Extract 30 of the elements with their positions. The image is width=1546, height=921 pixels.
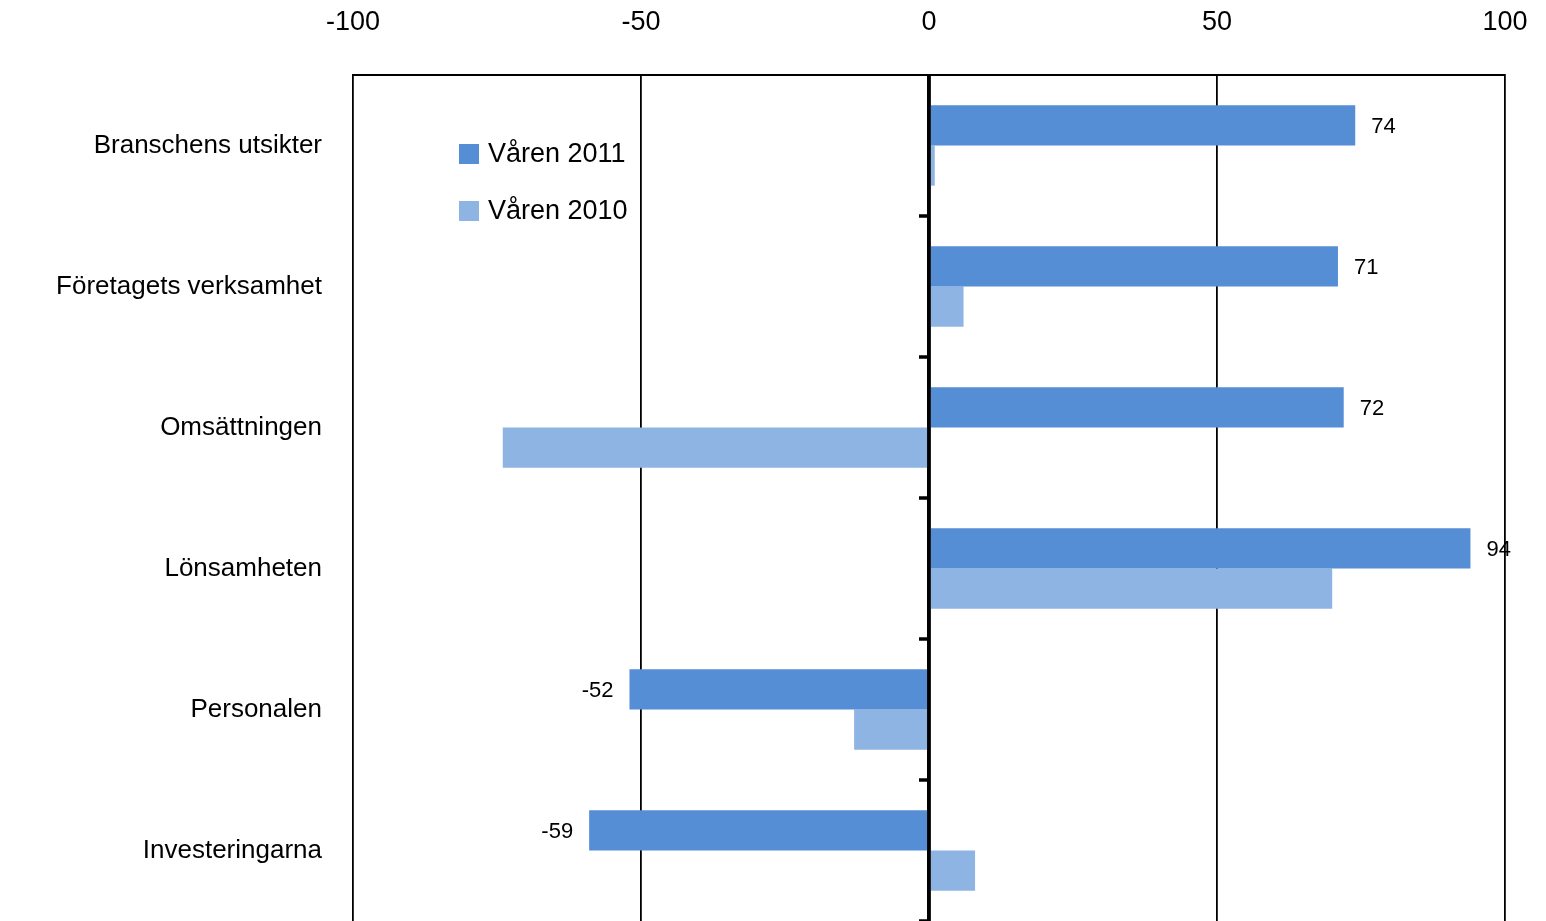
data-label: 72: [1359, 395, 1385, 421]
data-label: -52: [581, 677, 614, 703]
bar: [930, 145, 935, 186]
bar: [930, 850, 976, 891]
bar: [930, 246, 1338, 287]
legend-label: Våren 2010: [488, 195, 628, 226]
y-tick-label: Lönsamheten: [164, 551, 322, 582]
x-tick-label: -50: [621, 6, 661, 37]
bar: [930, 105, 1356, 146]
bar: [930, 568, 1333, 609]
bar: [629, 669, 928, 710]
data-label: -59: [541, 818, 574, 844]
y-tick-label: Omsättningen: [160, 410, 322, 441]
bar: [930, 286, 964, 327]
y-tick-label: Branschens utsikter: [93, 128, 323, 159]
bar: [502, 427, 928, 468]
x-tick-label: 100: [1482, 6, 1528, 37]
bar: [854, 709, 928, 750]
y-tick-label: Investeringarna: [142, 833, 323, 864]
bar: [930, 387, 1344, 428]
y-tick-label: Personalen: [190, 692, 322, 723]
x-tick-label: 0: [921, 6, 937, 37]
x-tick-label: -100: [325, 6, 381, 37]
x-tick-label: 50: [1201, 6, 1233, 37]
data-label: 74: [1371, 113, 1396, 139]
legend-label: Våren 2011: [488, 138, 626, 169]
data-label: 71: [1353, 254, 1379, 280]
bar: [930, 528, 1471, 569]
y-tick-label: Företagets verksamhet: [56, 269, 323, 300]
bar: [589, 810, 928, 851]
